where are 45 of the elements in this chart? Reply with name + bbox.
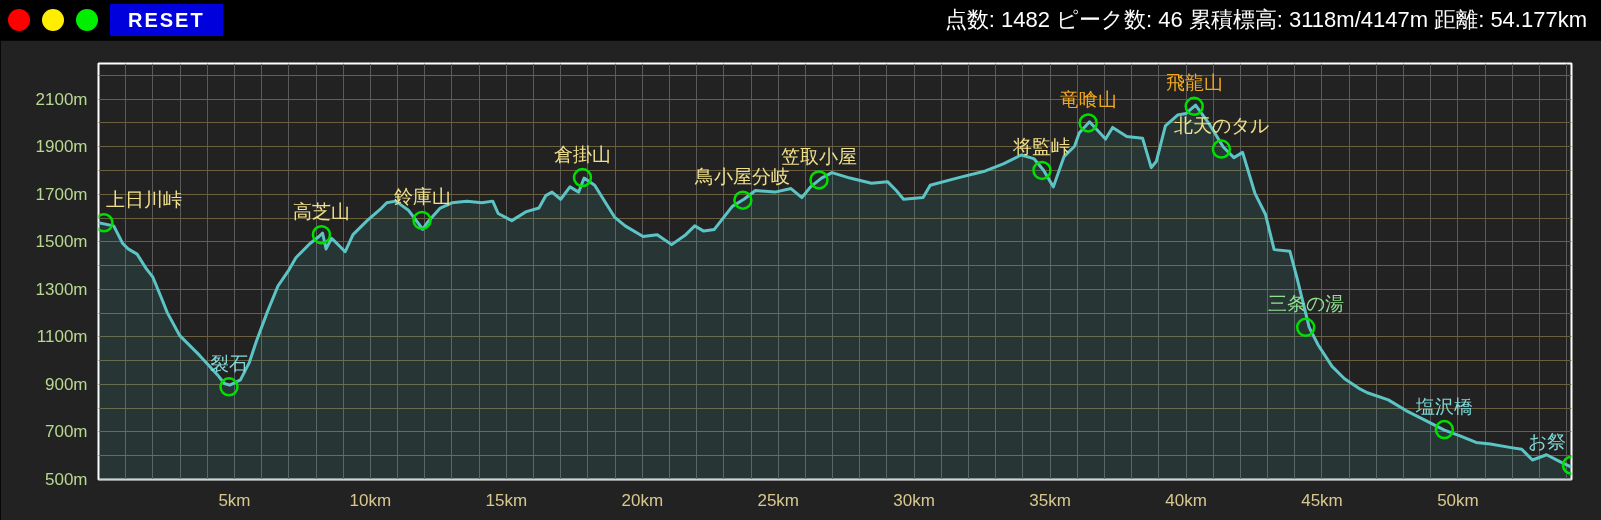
y-tick-label: 1500m: [35, 232, 88, 252]
point: [1078, 113, 1098, 133]
point: [1211, 139, 1232, 159]
x-tick-label: 25km: [757, 490, 800, 510]
x-tick-label: 5km: [218, 490, 251, 510]
x-tick-label: 30km: [893, 490, 935, 510]
point: [572, 167, 593, 188]
point: [1032, 160, 1052, 181]
annotation: 将監峠: [1012, 136, 1071, 158]
annotation: 竜喰山: [1059, 88, 1117, 110]
y-tick-label: 700m: [44, 422, 88, 442]
annotation: 裂石: [210, 352, 249, 374]
x-tick-label: 50km: [1437, 490, 1479, 510]
y-tick-label: 500m: [44, 470, 88, 489]
point: [733, 190, 753, 210]
annotation: 飛龍山: [1165, 72, 1223, 94]
x-tick-label: 10km: [349, 490, 392, 510]
y-tick-label: 900m: [44, 374, 88, 394]
y-tick-label: 1300m: [35, 279, 88, 299]
annotation: 塩沢橋: [1414, 395, 1473, 417]
x-tick-label: 45km: [1301, 490, 1343, 510]
x-tick-label: 40km: [1165, 490, 1207, 510]
x-tick-label: 35km: [1029, 490, 1071, 510]
annotation: 笠取小屋: [781, 145, 857, 167]
point: [412, 210, 432, 231]
annotation: 上日川峠: [105, 188, 182, 210]
y-tick-label: 1700m: [35, 184, 88, 204]
annotation: 鈴庫山: [393, 186, 451, 208]
point: [1434, 419, 1455, 440]
point: [311, 224, 332, 245]
y-tick-label: 1100m: [36, 327, 88, 347]
point: [809, 170, 829, 190]
annotation: 高芝山: [292, 200, 350, 222]
chart-title: 点数: 1482 ピーク数: 46 累積標高: 3118m/4147m 距離: 54.177km: [944, 6, 1587, 35]
annotation: 鳥小屋分岐: [694, 166, 791, 188]
annotation: お祭: [1527, 431, 1566, 453]
point: [1184, 96, 1204, 117]
annotation: 倉掛山: [553, 143, 611, 165]
y-tick-label: 1900m: [35, 137, 88, 157]
text: RESET: [110, 3, 223, 37]
point: [219, 377, 239, 397]
x-tick-label: 15km: [485, 490, 528, 510]
y-tick-label: 2100m: [35, 89, 88, 109]
x-tick-label: 20km: [621, 490, 664, 510]
point: [1295, 317, 1316, 338]
